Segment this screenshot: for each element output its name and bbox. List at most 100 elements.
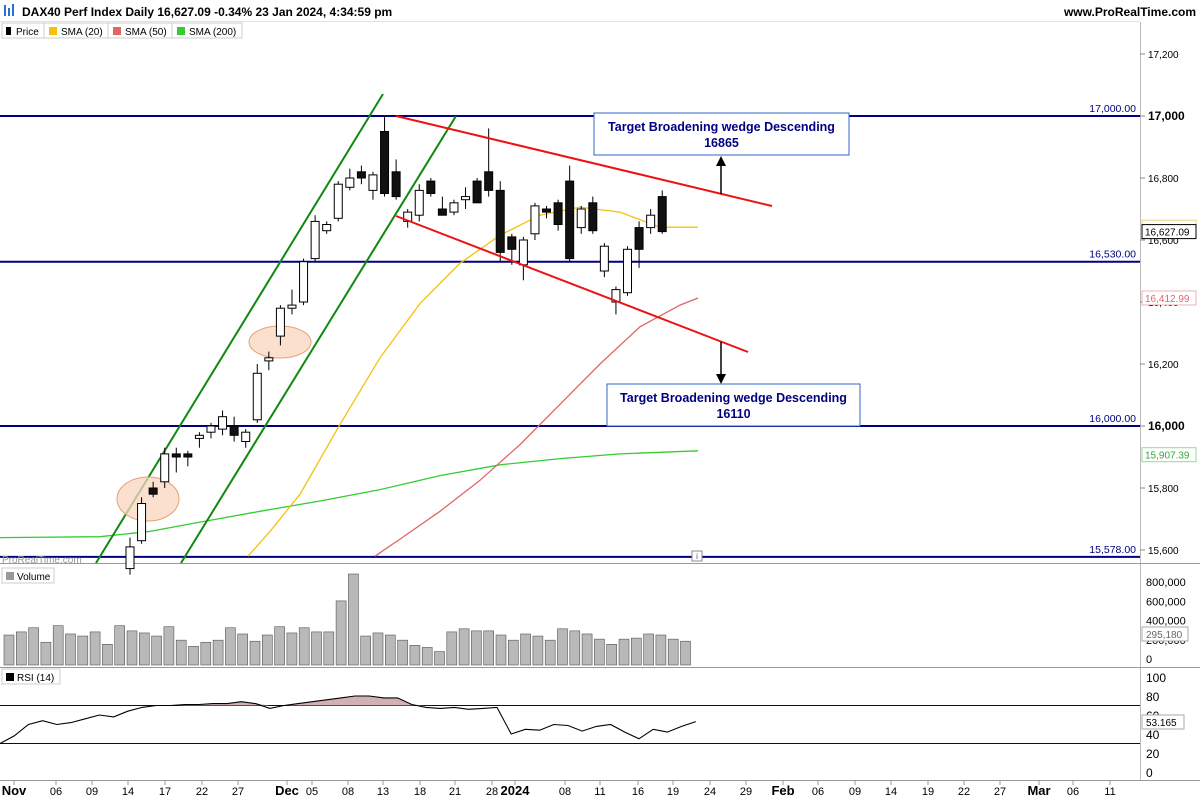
rsi-tick-label: 80: [1146, 690, 1160, 704]
candle: [299, 258, 309, 306]
candle: [634, 221, 644, 268]
legend-item-sma200[interactable]: [171, 22, 243, 39]
candle-body: [160, 453, 170, 483]
date-axis: Nov 06 09 14 17 22 27 Dec 05 08 13 18 21 28 2024 08 11 16…: [2, 781, 1116, 798]
chart-title: DAX40 Perf Index Daily 16,627.09 -0.34% …: [22, 5, 392, 19]
volume-bar: [335, 600, 347, 666]
level-label: 16,000.00: [1089, 413, 1136, 425]
candle-body: [380, 131, 390, 194]
rsi-tick-label: 20: [1146, 747, 1160, 761]
broadening-wedge: [395, 115, 773, 353]
date-tick-label: 27: [232, 786, 244, 798]
date-tick-label: Feb: [771, 783, 794, 798]
candle-body: [194, 434, 204, 439]
volume-title: Volume: [17, 572, 51, 583]
wedge-lower-line[interactable]: [395, 215, 749, 353]
volume-bar: [458, 628, 470, 666]
wedge-upper-line[interactable]: [395, 115, 773, 207]
candle-body: [553, 202, 563, 226]
rsi-legend-swatch: [6, 673, 14, 681]
volume-bar: [139, 632, 150, 666]
rsi-last-box: [1141, 714, 1185, 730]
rsi-panel[interactable]: RSI (14) 100806040200 53.165: [0, 668, 1185, 780]
volume-bar: [397, 639, 408, 666]
volume-bar: [311, 631, 322, 666]
header-bar: DAX40 Perf Index Daily 16,627.09 -0.34% …: [0, 0, 1200, 22]
date-tick-label: 05: [306, 786, 318, 798]
price-tick-label: 16,000: [1148, 419, 1185, 433]
candle-body: [507, 236, 517, 250]
value-label: 15,907.39: [1145, 451, 1190, 462]
highlight-ellipse-lower[interactable]: [116, 476, 180, 522]
target-arrow-down: [716, 342, 726, 384]
candle: [241, 429, 251, 448]
candle: [356, 165, 366, 185]
candle: [507, 233, 517, 265]
volume-bar: [114, 625, 125, 666]
candle-body: [391, 171, 401, 198]
candle: [229, 416, 239, 442]
candle-body: [275, 307, 285, 337]
volume-bars: [3, 573, 691, 666]
annotation-lower[interactable]: Target Broadening wedge Descending 16110: [606, 383, 861, 427]
volume-bar: [520, 633, 531, 666]
candle: [576, 205, 586, 234]
candle: [657, 190, 667, 234]
candle-body: [518, 239, 528, 266]
candle: [403, 209, 413, 228]
channel-lower-line[interactable]: [180, 115, 457, 564]
sma20-legend-swatch: [49, 27, 57, 35]
annotation-upper[interactable]: Target Broadening wedge Descending 16865: [593, 112, 850, 156]
date-tick-label: 21: [449, 786, 461, 798]
date-tick-label: 29: [740, 786, 752, 798]
volume-bar: [569, 630, 581, 666]
watermark: ProRealTime.com: [2, 555, 82, 566]
value-label-box: [1141, 447, 1197, 463]
sma20-line: [247, 206, 698, 557]
volume-bar: [261, 634, 273, 666]
candle-body: [472, 180, 482, 204]
volume-bar: [471, 630, 482, 666]
volume-bar: [606, 644, 618, 666]
date-tick-label: 09: [86, 786, 98, 798]
volume-bar: [237, 633, 248, 666]
candle: [125, 537, 135, 575]
volume-bar: [65, 633, 76, 666]
rsi-title-box: [1, 668, 61, 685]
volume-bar: [655, 634, 667, 666]
volume-bar: [249, 640, 261, 666]
price-tick-label: 16,800: [1148, 174, 1179, 185]
candle: [148, 481, 158, 498]
candle: [414, 184, 424, 222]
candle-body: [437, 208, 447, 216]
candle-body: [530, 205, 540, 235]
volume-bar: [446, 631, 458, 666]
level-label: 16,530.00: [1089, 249, 1136, 261]
legend-label-sma200: SMA (200): [189, 27, 236, 38]
candle: [484, 128, 494, 197]
candle-body: [426, 180, 436, 195]
price-tick-label: 16,200: [1148, 360, 1179, 371]
candle-body: [171, 453, 181, 458]
candle: [623, 246, 633, 296]
candle-body: [414, 189, 424, 216]
site-link[interactable]: www.ProRealTime.com: [1063, 5, 1196, 19]
candle-body: [576, 208, 586, 229]
info-icon[interactable]: i: [691, 550, 703, 562]
price-panel[interactable]: 17,20017,00016,80016,60016,40016,20016,0…: [0, 50, 1197, 575]
volume-bar: [212, 639, 224, 666]
rsi-tick-label: 100: [1146, 671, 1166, 685]
volume-bar: [630, 637, 642, 666]
volume-bar: [421, 647, 433, 666]
rsi-tick-label: 0: [1146, 766, 1153, 780]
candle: [137, 497, 147, 544]
volume-bar: [372, 632, 384, 666]
candle-body: [657, 196, 667, 233]
annotation-upper-line2: 16865: [704, 136, 739, 150]
candle: [160, 447, 170, 488]
volume-bar: [200, 641, 212, 666]
volume-bar: [89, 631, 101, 666]
volume-bar: [384, 634, 396, 666]
